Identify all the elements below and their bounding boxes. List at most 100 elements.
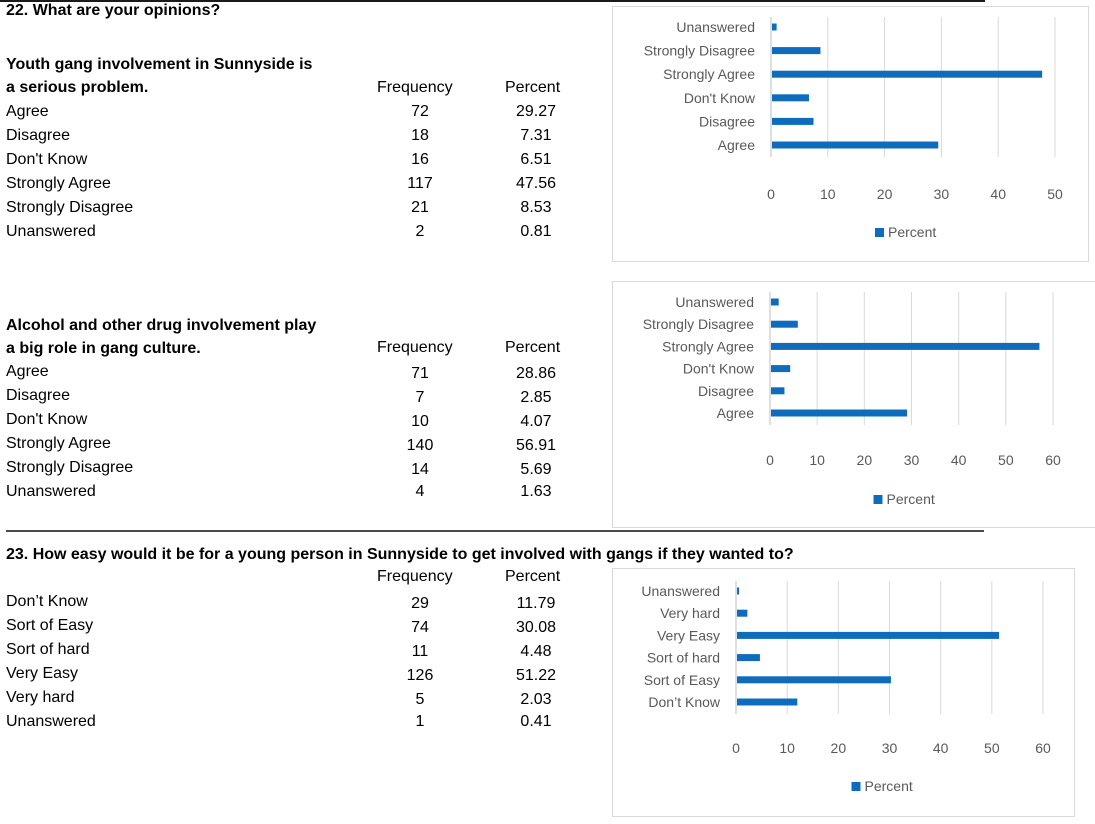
row-label: Agree <box>6 363 49 380</box>
bar <box>772 141 939 149</box>
row-frequency: 74 <box>411 619 429 636</box>
row-percent: 4.48 <box>520 643 552 660</box>
row-percent: 51.22 <box>515 667 557 684</box>
section-1-percent-header: Percent <box>505 79 561 96</box>
section-2-title-line2: a big role in gang culture. <box>6 340 201 357</box>
x-tick-label: 40 <box>990 186 1006 202</box>
row-label: Disagree <box>6 127 71 144</box>
section-1-frequency-header: Frequency <box>377 79 453 96</box>
bar <box>772 23 777 31</box>
category-label: Very Easy <box>657 627 720 643</box>
x-tick-label: 20 <box>831 740 847 756</box>
row-label: Unanswered <box>6 483 96 500</box>
row-frequency: 29 <box>411 595 429 612</box>
category-label: Strongly Agree <box>663 66 755 82</box>
category-label: Don’t Know <box>648 694 720 710</box>
row-frequency: 5 <box>415 691 425 708</box>
row-label: Unanswered <box>6 223 96 240</box>
section-2-title-line1: Alcohol and other drug involvement play <box>6 317 317 334</box>
row-frequency: 10 <box>411 413 429 430</box>
category-label: Don't Know <box>683 361 755 377</box>
category-label: Don't Know <box>684 90 756 106</box>
row-percent: 8.53 <box>520 199 552 216</box>
row-percent: 7.31 <box>520 127 552 144</box>
category-label: Sort of hard <box>647 650 720 666</box>
row-label: Strongly Agree <box>6 175 111 192</box>
bar <box>772 70 1043 78</box>
legend-label: Percent <box>887 491 935 507</box>
bar <box>771 365 791 373</box>
category-label: Unanswered <box>676 19 755 35</box>
x-tick-label: 30 <box>904 452 920 468</box>
bar <box>772 94 809 102</box>
x-tick-label: 60 <box>1045 452 1061 468</box>
section-1-title-line1: Youth gang involvement in Sunnyside is <box>6 56 313 73</box>
legend-swatch <box>851 782 861 791</box>
row-frequency: 2 <box>415 223 425 240</box>
section-2-frequency-header: Frequency <box>377 339 453 356</box>
bar <box>737 676 891 684</box>
x-tick-label: 60 <box>1035 740 1051 756</box>
row-percent: 30.08 <box>515 619 557 636</box>
section-1-title: Youth gang involvement in Sunnyside is a… <box>6 53 371 99</box>
chart-panel-1: 0 10 20 30 40 50 Unanswered Strongly Disagree St… <box>612 6 1089 262</box>
bar <box>737 654 760 662</box>
row-label: Don’t Know <box>6 593 88 610</box>
category-label: Unanswered <box>675 294 754 310</box>
x-tick-label: 40 <box>951 452 967 468</box>
question-23-title: 23. How easy would it be for a young per… <box>6 546 794 563</box>
row-percent: 2.85 <box>520 389 552 406</box>
x-tick-label: 0 <box>732 740 740 756</box>
row-frequency: 14 <box>411 461 429 478</box>
category-label: Unanswered <box>641 583 720 599</box>
category-label: Very hard <box>660 605 720 621</box>
section-2-percent-header: Percent <box>505 339 561 356</box>
q23-percent-header: Percent <box>505 568 561 585</box>
category-label: Sort of Easy <box>644 672 720 688</box>
row-label: Don't Know <box>6 151 88 168</box>
category-label: Strongly Disagree <box>644 43 755 59</box>
bar <box>771 387 785 395</box>
legend-swatch <box>873 495 883 504</box>
row-percent: 0.81 <box>520 223 552 240</box>
bar <box>737 631 1000 639</box>
row-percent: 0.41 <box>520 713 552 730</box>
chart-panel-3: 0 10 20 30 40 50 60 Unanswered Very hard Very Eas… <box>612 568 1075 817</box>
question-22-title: 22. What are your opinions? <box>6 2 221 19</box>
row-percent: 11.79 <box>516 595 556 612</box>
legend-label: Percent <box>865 778 913 794</box>
category-label: Strongly Agree <box>662 338 754 354</box>
row-label: Agree <box>6 103 49 120</box>
row-percent: 1.63 <box>520 483 552 500</box>
x-tick-label: 20 <box>877 186 893 202</box>
row-frequency: 71 <box>411 365 429 382</box>
row-percent: 29.27 <box>515 103 557 120</box>
row-label: Strongly Disagree <box>6 199 134 216</box>
legend-label: Percent <box>888 224 936 240</box>
chart-panel-2: 0 10 20 30 40 50 60 Unanswered Strongly Disagree… <box>612 281 1095 528</box>
row-label: Don't Know <box>6 411 88 428</box>
bar-chart-2: 0 10 20 30 40 50 60 Unanswered Strongly Disagree… <box>643 292 1061 507</box>
row-label: Very Easy <box>6 665 79 682</box>
q23-frequency-header: Frequency <box>377 568 453 585</box>
bar <box>737 698 798 706</box>
category-label: Disagree <box>699 113 755 129</box>
category-label: Agree <box>717 405 755 421</box>
row-label: Sort of Easy <box>6 617 94 634</box>
row-frequency: 1 <box>415 713 425 730</box>
row-label: Strongly Agree <box>6 435 111 452</box>
x-tick-label: 30 <box>934 186 950 202</box>
row-frequency: 72 <box>411 103 429 120</box>
row-frequency: 140 <box>406 437 434 454</box>
category-label: Agree <box>718 137 756 153</box>
bar <box>771 320 798 328</box>
bar <box>772 47 821 55</box>
row-label: Very hard <box>6 689 75 706</box>
x-tick-label: 30 <box>882 740 898 756</box>
row-percent: 6.51 <box>520 151 552 168</box>
x-tick-label: 0 <box>766 452 774 468</box>
row-frequency: 117 <box>407 175 433 192</box>
x-tick-label: 10 <box>809 452 825 468</box>
row-percent: 4.07 <box>520 413 552 430</box>
x-tick-label: 0 <box>767 186 775 202</box>
